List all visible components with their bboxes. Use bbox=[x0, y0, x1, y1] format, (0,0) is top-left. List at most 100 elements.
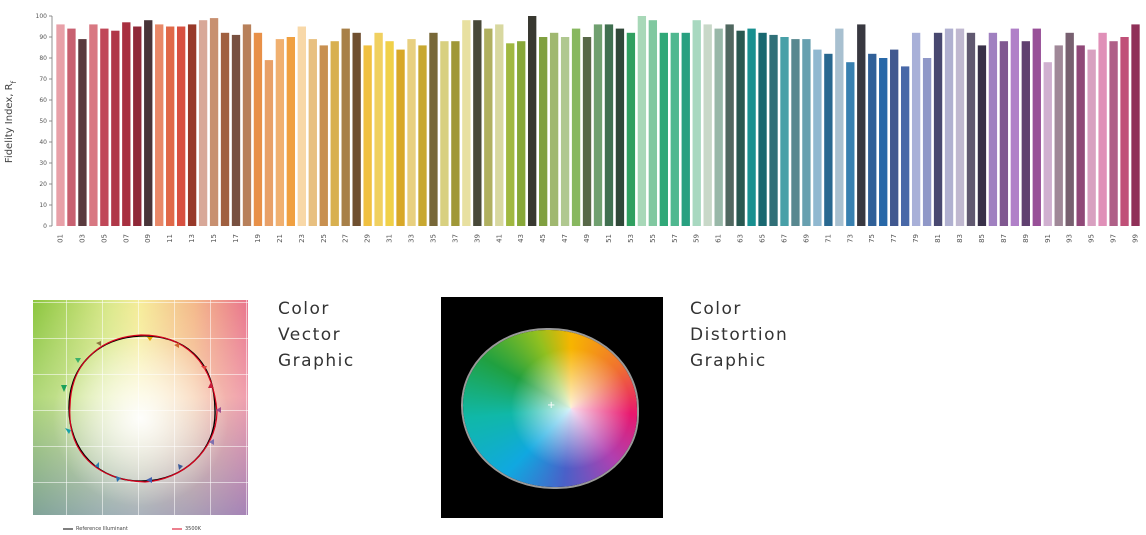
bar bbox=[911, 32, 921, 226]
vector-overlay bbox=[61, 334, 221, 483]
x-tick-label: 93 bbox=[1066, 234, 1074, 243]
bar bbox=[144, 20, 153, 227]
bar bbox=[802, 39, 811, 226]
y-tick-label: 30 bbox=[39, 160, 47, 167]
bar bbox=[988, 32, 998, 226]
bar bbox=[922, 58, 932, 226]
panel-label-line: Distortion bbox=[690, 325, 789, 345]
x-tick-label: 35 bbox=[429, 234, 437, 243]
bar bbox=[582, 37, 592, 226]
bar bbox=[253, 32, 263, 226]
bar bbox=[758, 32, 767, 226]
x-tick-label: 99 bbox=[1132, 234, 1140, 243]
bar bbox=[879, 58, 888, 226]
x-tick-label: 83 bbox=[956, 234, 964, 243]
bar bbox=[517, 41, 526, 227]
bar bbox=[166, 26, 175, 226]
x-tick-label: 91 bbox=[1044, 234, 1052, 243]
bar bbox=[659, 32, 668, 226]
x-tick-label: 51 bbox=[605, 234, 613, 243]
bar bbox=[429, 32, 438, 226]
bar bbox=[933, 32, 943, 226]
bar bbox=[538, 37, 548, 226]
x-tick-label: 07 bbox=[122, 234, 130, 243]
bar bbox=[155, 24, 164, 227]
bar bbox=[451, 41, 460, 227]
x-tick-label: 39 bbox=[473, 234, 481, 243]
y-tick-label: 50 bbox=[39, 118, 47, 125]
bar bbox=[495, 24, 504, 227]
x-tick-label: 19 bbox=[254, 234, 262, 243]
bar bbox=[714, 28, 723, 226]
bar bbox=[1087, 49, 1096, 226]
bar bbox=[747, 28, 756, 226]
bar bbox=[374, 32, 383, 226]
bar bbox=[703, 24, 712, 227]
bar bbox=[187, 24, 197, 227]
test-curve bbox=[69, 334, 218, 483]
bar bbox=[1131, 24, 1140, 227]
x-tick-label: 37 bbox=[451, 234, 459, 243]
y-axis-label: Fidelity Index, Rf bbox=[4, 80, 18, 163]
x-tick-label: 87 bbox=[1000, 234, 1008, 243]
bar bbox=[275, 39, 285, 226]
bar bbox=[264, 60, 274, 226]
bar bbox=[813, 49, 822, 226]
x-tick-label: 89 bbox=[1022, 234, 1030, 243]
x-tick-label: 23 bbox=[298, 234, 306, 243]
y-tick-label: 0 bbox=[43, 223, 47, 230]
bar bbox=[462, 20, 471, 227]
y-tick-label: 10 bbox=[39, 202, 47, 209]
bar bbox=[868, 53, 877, 226]
x-tick-label: 41 bbox=[495, 234, 503, 243]
x-tick-label: 09 bbox=[144, 234, 152, 243]
x-tick-label: 17 bbox=[232, 234, 240, 243]
bar bbox=[692, 20, 701, 227]
bar bbox=[791, 39, 800, 226]
panel-label: Color Vector Graphic bbox=[278, 296, 355, 374]
bar bbox=[286, 37, 296, 226]
bar bbox=[330, 41, 339, 227]
x-tick-label: 21 bbox=[276, 234, 284, 243]
color-distortion-graphic: + bbox=[441, 297, 663, 518]
y-tick-label: 100 bbox=[36, 13, 48, 20]
bar bbox=[1043, 62, 1052, 227]
x-tick-label: 49 bbox=[583, 234, 591, 243]
x-tick-label: 81 bbox=[934, 234, 942, 243]
panel-label-line: Graphic bbox=[278, 351, 355, 371]
x-tick-label: 43 bbox=[517, 234, 525, 243]
panel-label-line: Color bbox=[690, 299, 742, 319]
x-tick-label: 59 bbox=[693, 234, 701, 243]
bar bbox=[857, 24, 866, 227]
y-tick-label: 20 bbox=[39, 181, 47, 188]
bar bbox=[418, 45, 427, 227]
bar bbox=[1076, 45, 1085, 227]
bar bbox=[593, 24, 603, 227]
bar bbox=[824, 53, 833, 226]
x-tick-label: 75 bbox=[868, 234, 876, 243]
bar bbox=[231, 34, 241, 227]
bar bbox=[977, 45, 987, 227]
bar bbox=[209, 18, 219, 226]
bar bbox=[220, 32, 230, 226]
panel-label-line: Color bbox=[278, 299, 330, 319]
bar bbox=[352, 32, 361, 226]
y-tick-label: 90 bbox=[39, 34, 47, 41]
vector-arrows bbox=[61, 337, 221, 483]
bar bbox=[319, 45, 328, 227]
x-tick-label: 65 bbox=[759, 234, 767, 243]
bar bbox=[846, 62, 855, 227]
vector-legend-lines bbox=[63, 528, 182, 530]
bar bbox=[1098, 32, 1107, 226]
y-axis-label-text: Fidelity Index, R bbox=[4, 83, 15, 163]
x-tick-label: 13 bbox=[188, 234, 196, 243]
x-tick-label: 79 bbox=[912, 234, 920, 243]
bar bbox=[407, 39, 416, 226]
bar bbox=[297, 26, 306, 226]
bar bbox=[484, 28, 493, 226]
panel-label-line: Vector bbox=[278, 325, 342, 345]
x-tick-label: 15 bbox=[210, 234, 218, 243]
bar bbox=[308, 39, 317, 226]
bar bbox=[1109, 41, 1118, 227]
